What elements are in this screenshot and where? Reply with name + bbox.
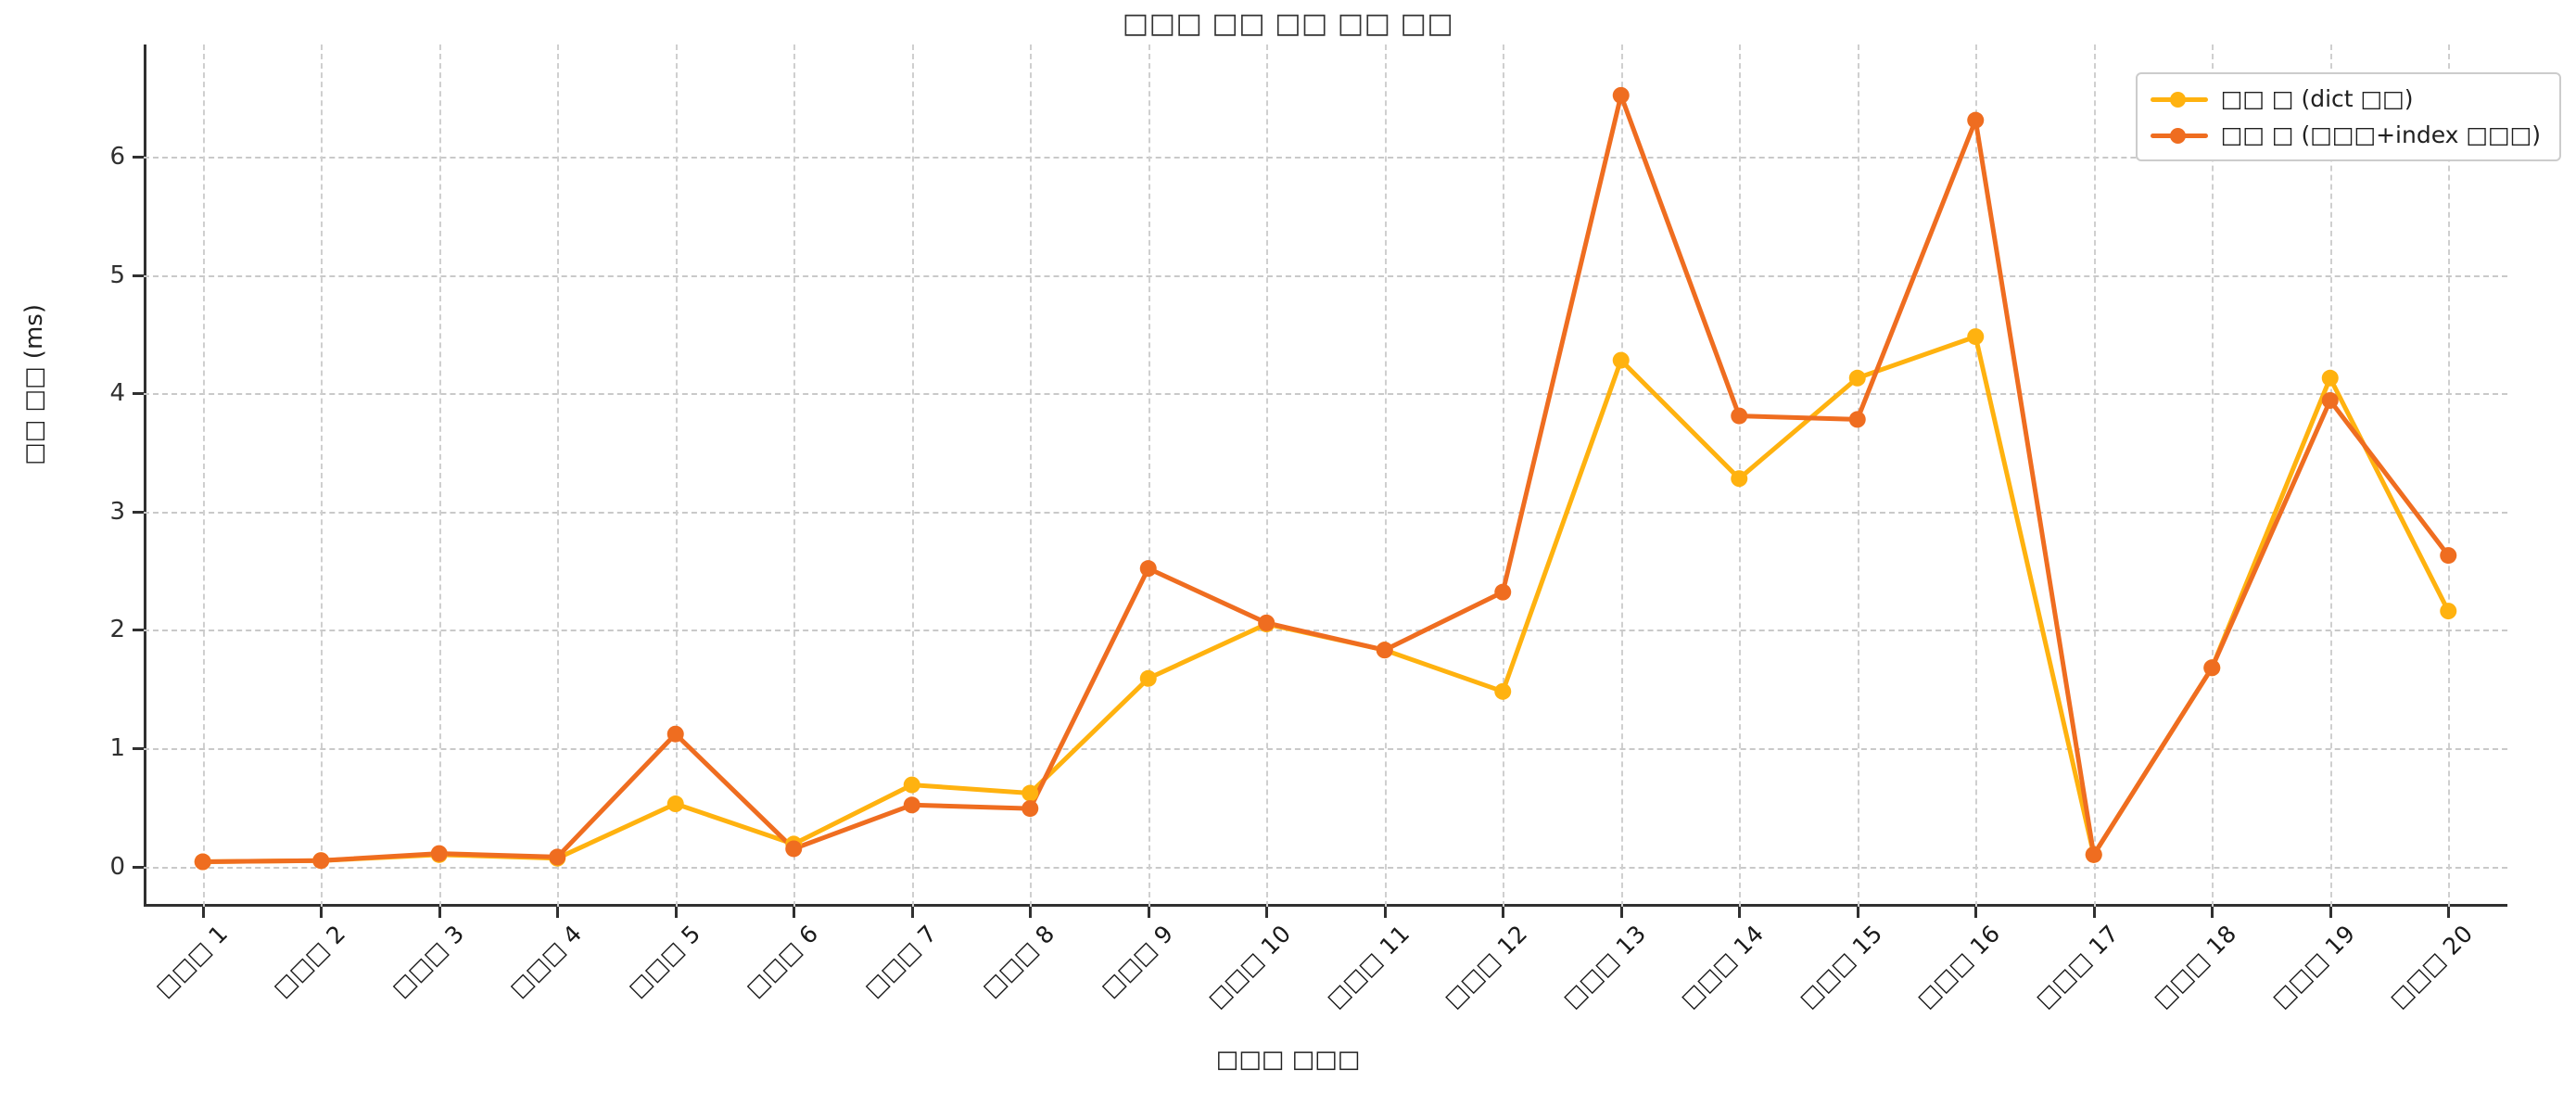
chart-title: □□□ □□ □□ □□ □□	[1122, 7, 1454, 40]
y-axis-spine	[144, 45, 146, 907]
x-tick-mark-13	[1619, 907, 1623, 918]
y-tick-mark-5	[133, 274, 144, 277]
y-tick-label-6: 6	[109, 143, 125, 172]
x-tick-mark-17	[2092, 907, 2096, 918]
x-tick-mark-1	[201, 907, 205, 918]
gridline-x-15	[1857, 45, 1859, 907]
gridline-x-12	[1503, 45, 1505, 907]
y-tick-mark-0	[133, 865, 144, 869]
chart-legend: □□ □ (dict □□) □□ □ (□□□+index □□□)	[2135, 72, 2561, 161]
y-tick-label-2: 2	[109, 616, 125, 644]
gridline-x-1	[202, 45, 205, 907]
x-tick-mark-12	[1502, 907, 1505, 918]
y-tick-label-3: 3	[109, 497, 125, 526]
x-tick-mark-9	[1147, 907, 1150, 918]
y-tick-mark-2	[133, 629, 144, 632]
x-tick-label-17: □□□ 17	[2030, 920, 2125, 1013]
x-tick-label-3: □□□ 3	[387, 920, 470, 1003]
x-tick-label-9: □□□ 9	[1096, 920, 1179, 1003]
gridline-x-13	[1620, 45, 1623, 907]
y-tick-label-1: 1	[109, 734, 125, 763]
gridline-y-0	[144, 866, 2507, 869]
gridline-y-3	[144, 511, 2507, 514]
x-tick-label-4: □□□ 4	[504, 920, 588, 1003]
x-tick-label-2: □□□ 2	[268, 920, 351, 1003]
legend-swatch-icon-2	[2150, 125, 2208, 146]
x-tick-mark-8	[1029, 907, 1033, 918]
legend-label-2: □□ □ (□□□+index □□□)	[2220, 121, 2541, 148]
gridline-y-4	[144, 393, 2507, 396]
y-tick-label-0: 0	[109, 852, 125, 881]
gridline-x-8	[1030, 45, 1033, 907]
x-tick-label-1: □□□ 1	[150, 920, 234, 1003]
legend-entry-1[interactable]: □□ □ (dict □□)	[2150, 85, 2541, 112]
x-tick-mark-6	[793, 907, 796, 918]
gridline-y-1	[144, 748, 2507, 751]
x-tick-mark-20	[2447, 907, 2451, 918]
y-tick-label-5: 5	[109, 261, 125, 289]
x-tick-mark-16	[1974, 907, 1978, 918]
x-tick-mark-3	[438, 907, 441, 918]
x-tick-mark-14	[1738, 907, 1742, 918]
x-axis-spine	[144, 904, 2507, 907]
gridline-x-20	[2448, 45, 2451, 907]
x-tick-label-8: □□□ 8	[977, 920, 1060, 1003]
x-tick-label-18: □□□ 18	[2148, 920, 2242, 1013]
x-tick-label-12: □□□ 12	[1439, 920, 1533, 1013]
x-tick-label-7: □□□ 7	[859, 920, 943, 1003]
x-tick-mark-18	[2211, 907, 2214, 918]
x-tick-mark-10	[1265, 907, 1269, 918]
gridline-y-2	[144, 630, 2507, 632]
x-tick-label-13: □□□ 13	[1557, 920, 1652, 1013]
gridline-x-18	[2212, 45, 2214, 907]
x-tick-mark-19	[2329, 907, 2332, 918]
x-tick-label-10: □□□ 10	[1202, 920, 1297, 1013]
y-tick-mark-1	[133, 747, 144, 751]
x-tick-label-20: □□□ 20	[2384, 920, 2479, 1013]
gridline-x-14	[1739, 45, 1742, 907]
x-tick-label-16: □□□ 16	[1911, 920, 2006, 1013]
gridline-x-4	[557, 45, 560, 907]
gridline-x-17	[2093, 45, 2096, 907]
gridline-x-16	[1975, 45, 1978, 907]
x-tick-label-14: □□□ 14	[1675, 920, 1770, 1013]
gridline-y-5	[144, 274, 2507, 277]
x-tick-label-15: □□□ 15	[1794, 920, 1888, 1013]
y-tick-label-4: 4	[109, 379, 125, 408]
x-tick-mark-11	[1383, 907, 1387, 918]
gridline-x-3	[438, 45, 441, 907]
gridline-x-5	[675, 45, 678, 907]
x-tick-mark-5	[674, 907, 678, 918]
x-axis-label: □□□ □□□	[1215, 1046, 1361, 1074]
y-tick-mark-3	[133, 510, 144, 514]
x-tick-mark-15	[1856, 907, 1859, 918]
legend-label-1: □□ □ (dict □□)	[2220, 85, 2414, 112]
x-tick-label-19: □□□ 19	[2266, 920, 2361, 1013]
y-tick-mark-4	[133, 392, 144, 396]
x-tick-mark-4	[556, 907, 560, 918]
x-tick-label-11: □□□ 11	[1321, 920, 1415, 1013]
y-axis-label: □□ □□ (ms)	[20, 304, 48, 465]
gridline-x-9	[1148, 45, 1150, 907]
x-tick-label-6: □□□ 6	[741, 920, 824, 1003]
y-tick-mark-6	[133, 156, 144, 159]
gridline-x-19	[2329, 45, 2332, 907]
gridline-x-7	[911, 45, 914, 907]
x-tick-mark-2	[320, 907, 324, 918]
gridline-x-10	[1266, 45, 1269, 907]
x-tick-mark-7	[910, 907, 914, 918]
legend-swatch-icon-1	[2150, 89, 2208, 109]
legend-entry-2[interactable]: □□ □ (□□□+index □□□)	[2150, 121, 2541, 148]
x-tick-label-5: □□□ 5	[623, 920, 706, 1003]
gridline-x-2	[321, 45, 324, 907]
gridline-x-11	[1384, 45, 1387, 907]
gridline-x-6	[793, 45, 796, 907]
plot-area: 0 1 2 3 4 5 6	[109, 45, 2507, 918]
